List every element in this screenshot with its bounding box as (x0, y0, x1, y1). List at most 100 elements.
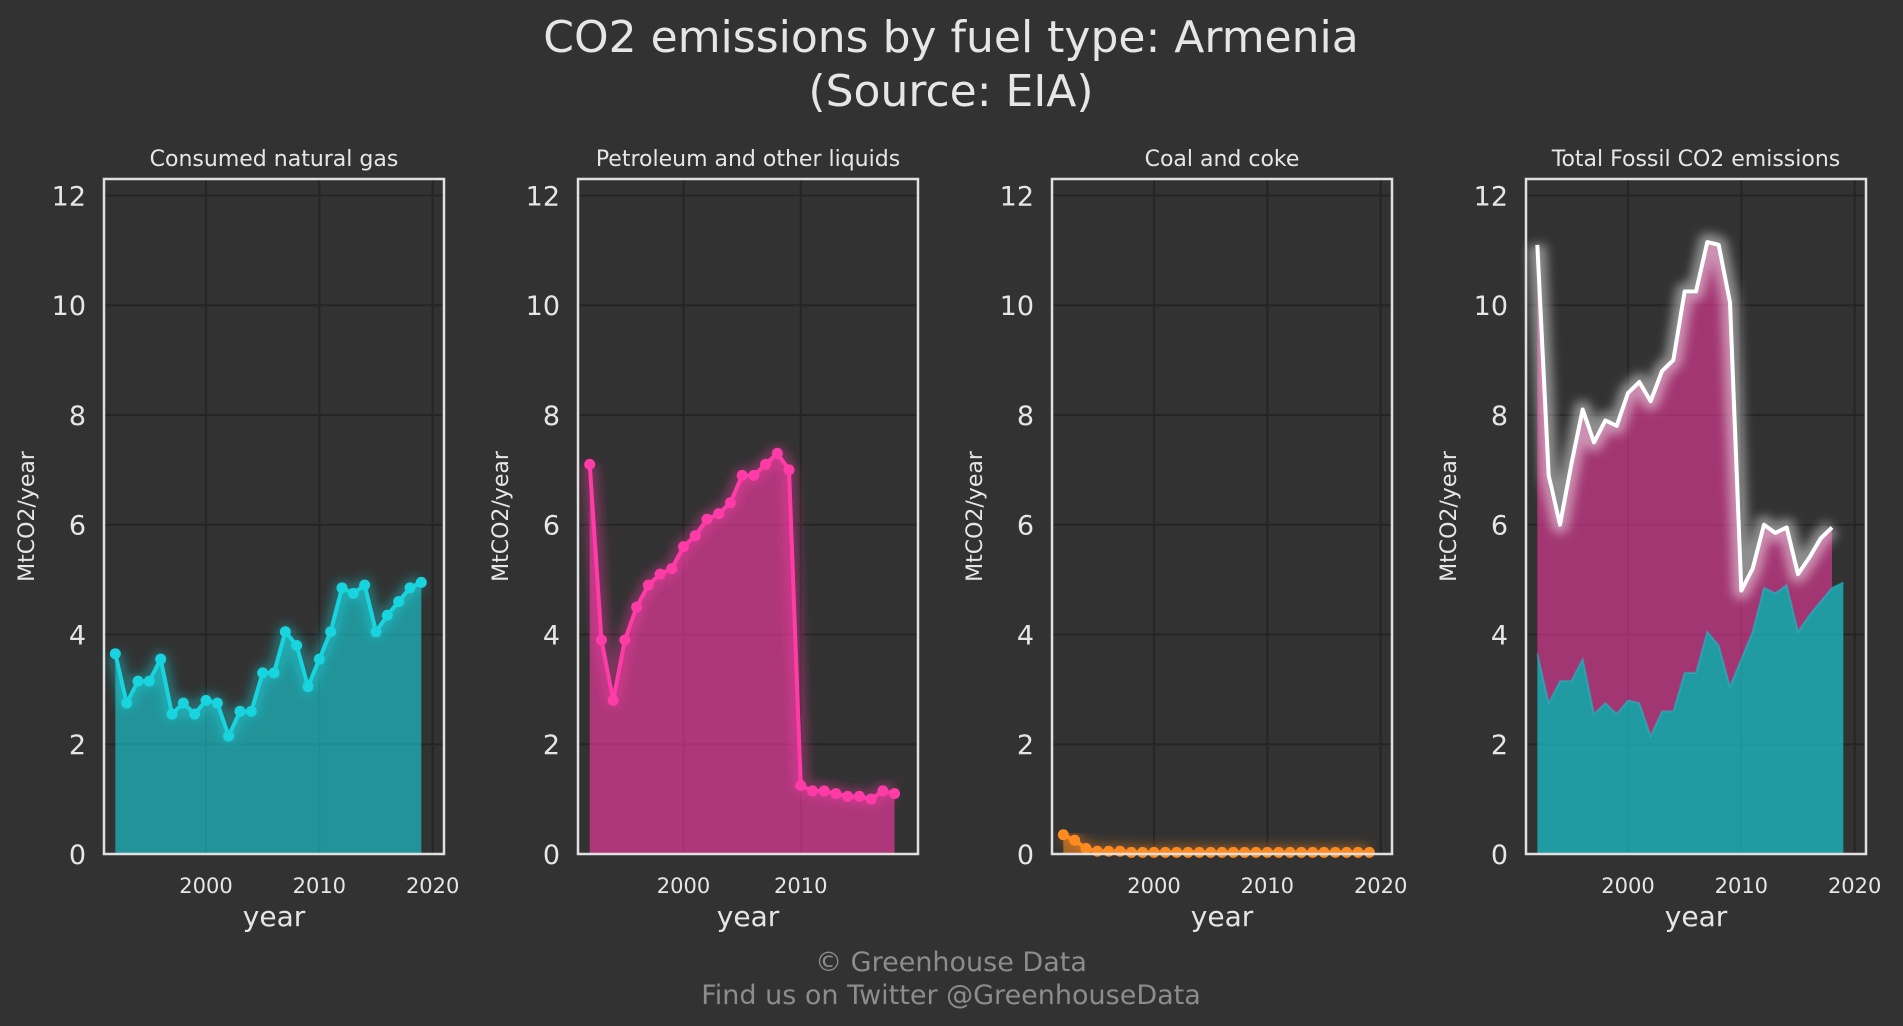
y-tick-label: 8 (69, 401, 86, 432)
data-point (1125, 846, 1137, 858)
data-point (1227, 846, 1239, 858)
data-point (842, 790, 854, 802)
data-point (291, 639, 303, 651)
data-point (689, 530, 701, 542)
data-point (177, 697, 189, 709)
y-tick-label: 4 (543, 620, 560, 651)
data-point (678, 541, 690, 553)
data-point (1318, 846, 1330, 858)
x-tick-label: 2000 (179, 874, 232, 898)
subplot-title: Consumed natural gas (150, 147, 399, 172)
petroleum-stacked-area (1537, 242, 1832, 737)
x-axis-label: year (1191, 900, 1254, 933)
panel-1: Consumed natural gas 0 2 4 6 8 10 12 2000 2010 202… (15, 147, 459, 933)
x-tick-label: 2020 (1354, 874, 1407, 898)
data-point (1352, 846, 1364, 858)
data-point (1080, 843, 1092, 855)
data-point (724, 497, 736, 509)
data-point (109, 648, 121, 660)
y-axis-label: MtCO2/year (489, 450, 514, 582)
data-point (302, 681, 314, 693)
data-point (877, 785, 889, 797)
data-point (1341, 846, 1353, 858)
y-tick-label: 6 (1491, 511, 1508, 542)
y-tick-label: 6 (1017, 511, 1034, 542)
series-area (589, 453, 895, 854)
data-point (595, 634, 607, 646)
data-point (1216, 846, 1228, 858)
y-tick-label: 4 (1017, 620, 1034, 651)
panel-3: Coal and coke 0 2 4 6 8 10 12 2000 2010 2020 year Mt… (963, 147, 1407, 933)
data-point (619, 634, 631, 646)
data-point (1239, 846, 1251, 858)
data-point (404, 582, 416, 594)
y-axis-label: MtCO2/year (1437, 450, 1462, 582)
x-tick-label: 2010 (774, 874, 827, 898)
y-tick-label: 0 (1491, 840, 1508, 871)
gas-stacked-edge (1536, 581, 1844, 739)
y-tick-label: 4 (69, 620, 86, 651)
x-axis-label: year (243, 900, 306, 933)
data-point (642, 579, 654, 591)
data-point (1057, 829, 1069, 841)
figure-title-line1: CO2 emissions by fuel type: Armenia (543, 12, 1358, 63)
data-point (1295, 846, 1307, 858)
panel-2: Petroleum and other liquids 0 2 4 6 8 10 12 2000… (489, 147, 920, 933)
y-tick-label: 0 (543, 840, 560, 871)
series-line (1062, 832, 1370, 855)
series-area (115, 582, 422, 854)
axes-frame (1050, 177, 1394, 856)
data-point (336, 582, 348, 594)
data-point (370, 626, 382, 638)
data-point (1261, 846, 1273, 858)
data-point (853, 790, 865, 802)
x-tick-label: 2020 (1828, 874, 1881, 898)
data-point (1159, 846, 1171, 858)
data-point (211, 697, 223, 709)
axes-frame (1524, 177, 1868, 856)
data-point (257, 667, 269, 679)
subplot-title: Petroleum and other liquids (596, 147, 900, 172)
data-point (155, 653, 167, 665)
y-tick-label: 8 (543, 401, 560, 432)
y-tick-label: 6 (543, 511, 560, 542)
data-point (313, 653, 325, 665)
data-point (584, 458, 596, 470)
data-point (1069, 834, 1081, 846)
y-tick-label: 12 (1474, 181, 1508, 212)
axes-frame (102, 177, 446, 856)
data-point (381, 609, 393, 621)
data-point (359, 579, 371, 591)
data-point (1363, 846, 1375, 858)
data-point (234, 705, 246, 717)
data-point (1284, 846, 1296, 858)
data-point (1148, 846, 1160, 858)
data-point (771, 447, 783, 459)
x-tick-label: 2010 (1241, 874, 1294, 898)
y-tick-label: 4 (1491, 620, 1508, 651)
y-tick-label: 12 (1000, 181, 1034, 212)
data-point (806, 785, 818, 797)
data-point (1171, 846, 1183, 858)
data-point (268, 667, 280, 679)
footer-twitter: Find us on Twitter @GreenhouseData (701, 980, 1201, 1011)
figure-title-line2: (Source: EIA) (808, 66, 1093, 117)
data-point (736, 469, 748, 481)
y-tick-label: 10 (1474, 291, 1508, 322)
data-point (415, 576, 427, 588)
y-axis-label: MtCO2/year (963, 450, 988, 582)
y-tick-label: 10 (52, 291, 86, 322)
data-point (189, 708, 201, 720)
y-tick-label: 12 (526, 181, 560, 212)
y-tick-label: 6 (69, 511, 86, 542)
data-point (1193, 846, 1205, 858)
x-tick-label: 2010 (1715, 874, 1768, 898)
y-tick-label: 12 (52, 181, 86, 212)
data-point (347, 587, 359, 599)
subplot-title: Total Fossil CO2 emissions (1551, 147, 1841, 172)
x-tick-label: 2000 (657, 874, 710, 898)
x-tick-label: 2010 (293, 874, 346, 898)
y-tick-label: 10 (526, 291, 560, 322)
data-point (1329, 846, 1341, 858)
